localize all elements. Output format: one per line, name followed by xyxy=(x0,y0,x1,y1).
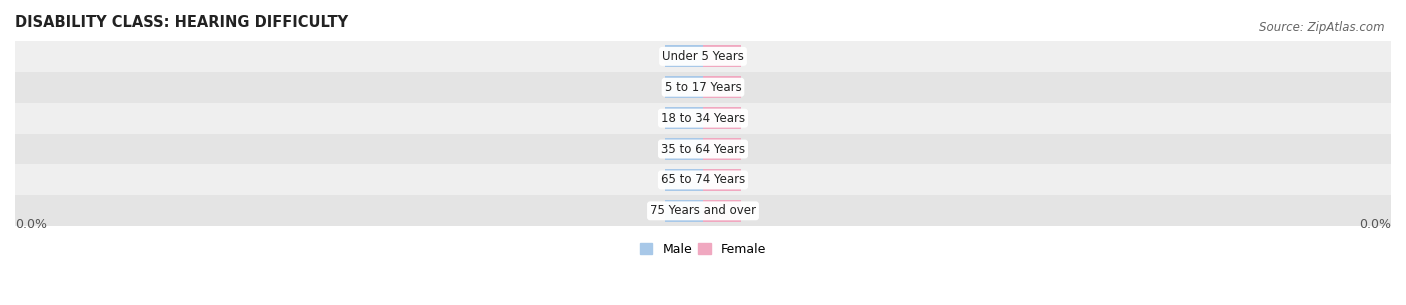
Bar xyxy=(15,196,1391,226)
Bar xyxy=(665,107,703,129)
Bar xyxy=(665,76,703,98)
Bar xyxy=(703,45,741,67)
Text: 18 to 34 Years: 18 to 34 Years xyxy=(661,112,745,125)
Bar xyxy=(15,41,1391,72)
Text: 0.0%: 0.0% xyxy=(669,51,699,61)
Bar xyxy=(703,107,741,129)
Text: 0.0%: 0.0% xyxy=(15,218,46,231)
Bar xyxy=(703,76,741,98)
Text: 0.0%: 0.0% xyxy=(669,113,699,123)
Text: 0.0%: 0.0% xyxy=(707,175,737,185)
Text: 0.0%: 0.0% xyxy=(707,82,737,92)
Text: Under 5 Years: Under 5 Years xyxy=(662,50,744,63)
Text: 0.0%: 0.0% xyxy=(669,144,699,154)
Text: DISABILITY CLASS: HEARING DIFFICULTY: DISABILITY CLASS: HEARING DIFFICULTY xyxy=(15,15,349,30)
Bar xyxy=(15,134,1391,164)
Text: 0.0%: 0.0% xyxy=(669,82,699,92)
Text: 0.0%: 0.0% xyxy=(1360,218,1391,231)
Bar xyxy=(15,72,1391,103)
Text: 0.0%: 0.0% xyxy=(707,144,737,154)
Bar xyxy=(15,103,1391,134)
Bar xyxy=(665,169,703,191)
Legend: Male, Female: Male, Female xyxy=(636,238,770,261)
Text: Source: ZipAtlas.com: Source: ZipAtlas.com xyxy=(1260,21,1385,34)
Text: 75 Years and over: 75 Years and over xyxy=(650,204,756,217)
Bar xyxy=(15,164,1391,196)
Text: 0.0%: 0.0% xyxy=(707,51,737,61)
Bar xyxy=(703,169,741,191)
Bar xyxy=(665,200,703,222)
Text: 35 to 64 Years: 35 to 64 Years xyxy=(661,142,745,156)
Bar xyxy=(665,45,703,67)
Text: 0.0%: 0.0% xyxy=(707,113,737,123)
Bar xyxy=(665,138,703,160)
Text: 0.0%: 0.0% xyxy=(669,175,699,185)
Text: 0.0%: 0.0% xyxy=(669,206,699,216)
Text: 65 to 74 Years: 65 to 74 Years xyxy=(661,174,745,186)
Bar xyxy=(703,138,741,160)
Text: 0.0%: 0.0% xyxy=(707,206,737,216)
Text: 5 to 17 Years: 5 to 17 Years xyxy=(665,81,741,94)
Bar xyxy=(703,200,741,222)
